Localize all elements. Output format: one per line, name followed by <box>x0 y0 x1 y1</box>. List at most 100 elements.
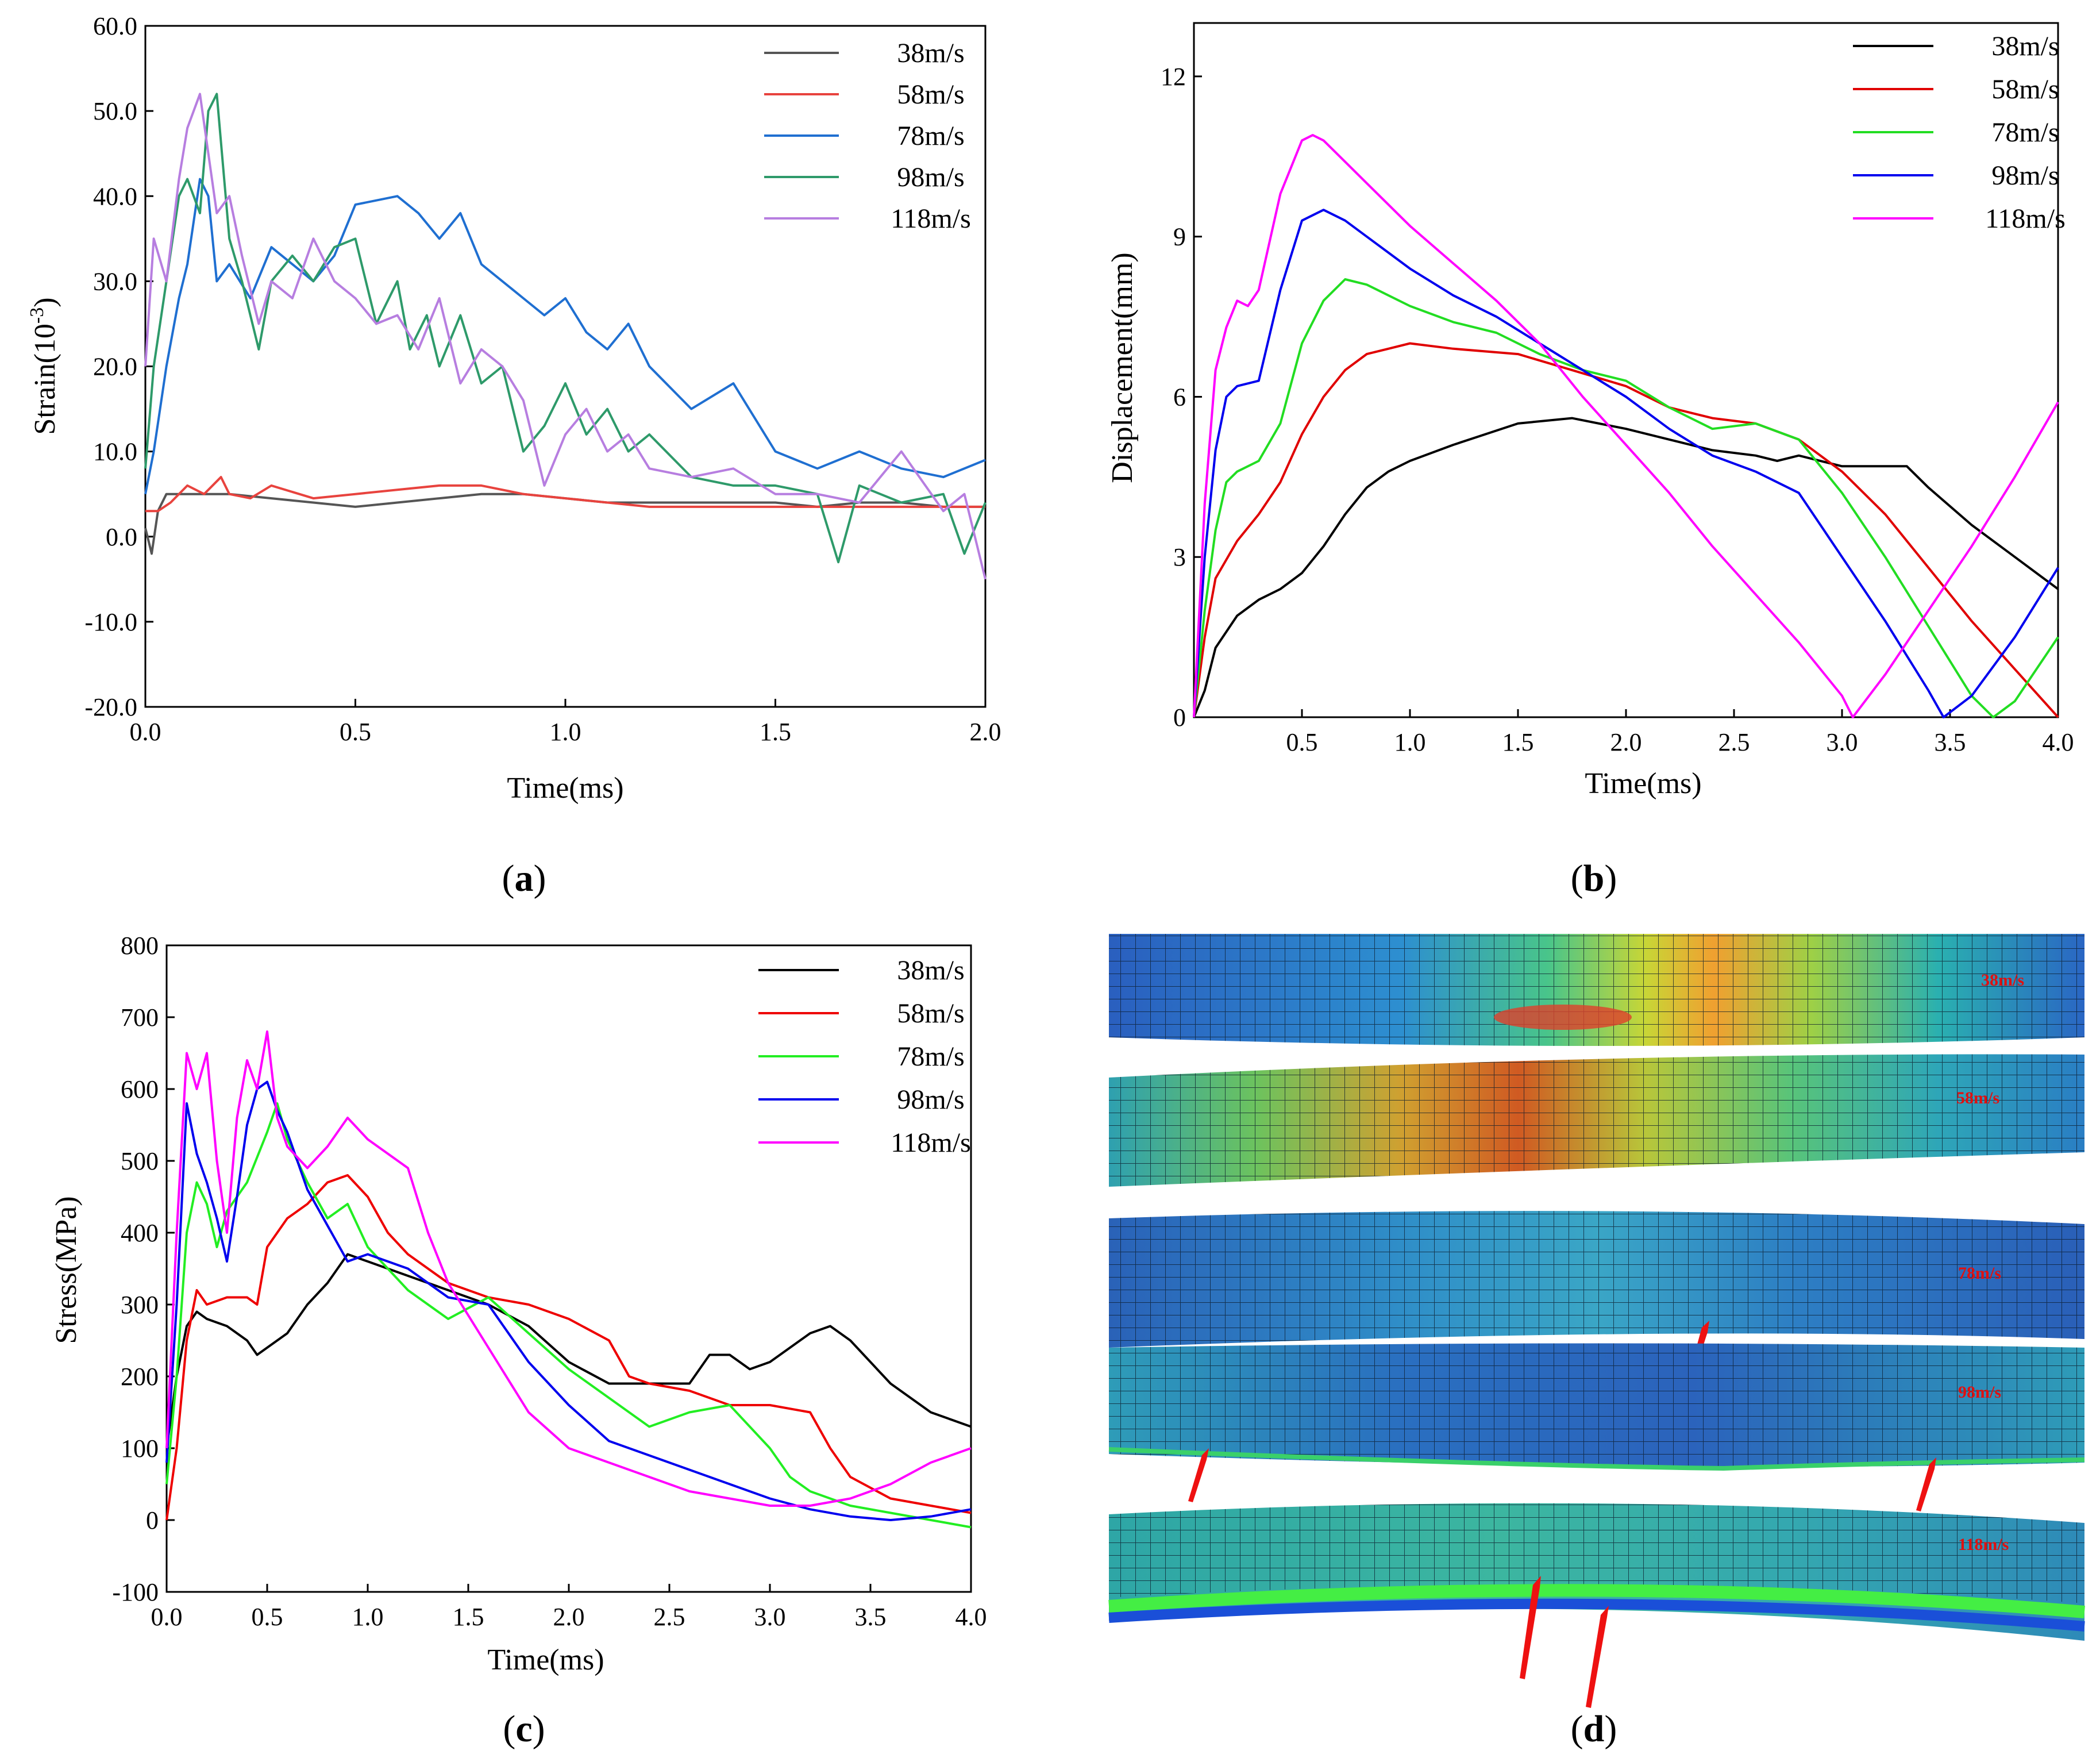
x-tick-label: 3.0 <box>754 1603 786 1631</box>
deformation-band-38: 38m/s <box>1109 934 2084 1046</box>
panel-b: 0 3 6 9 12 0.5 1.0 1.5 2.0 2.5 3.0 3.5 4.0 38m/s 58m… <box>1106 22 2074 899</box>
y-ticks: 0 3 6 9 12 <box>1161 63 1202 732</box>
x-tick-label: 1.5 <box>453 1603 484 1631</box>
panel-label-b: (b) <box>1571 857 1617 899</box>
legend: 38m/s 58m/s 78m/s 98m/s 118m/s <box>758 955 971 1158</box>
legend-label: 78m/s <box>897 121 964 151</box>
x-ticks: 0.5 1.0 1.5 2.0 2.5 3.0 3.5 4.0 <box>1286 709 2074 756</box>
legend-label: 58m/s <box>897 998 964 1029</box>
crack-arrow <box>1188 1448 1209 1502</box>
legend-label: 78m/s <box>1991 117 2059 148</box>
series-line-38m-per-s <box>165 1253 972 1449</box>
y-tick-label: 200 <box>121 1363 159 1391</box>
deformation-band-58: 58m/s <box>1109 1054 2084 1187</box>
x-tick-label: 4.0 <box>955 1603 987 1631</box>
series-line-38m-per-s <box>1193 417 2059 718</box>
crack-arrow <box>1520 1576 1541 1679</box>
y-tick-label: 50.0 <box>93 97 137 125</box>
series-line-118m-per-s <box>1193 134 2059 718</box>
x-tick-label: 2.0 <box>553 1603 585 1631</box>
y-tick-label: 6 <box>1173 383 1186 411</box>
plot-frame <box>1193 22 2059 718</box>
series-line-78m-per-s <box>1193 278 2059 718</box>
y-ticks: -100 0 100 200 300 400 500 600 700 800 <box>112 932 175 1606</box>
series-lines <box>144 93 987 580</box>
band-label: 118m/s <box>1958 1535 2009 1554</box>
panel-d: 38m/s 58m/s 78m/s 98m/s 118m/s <box>1108 934 2085 1750</box>
x-tick-label: 3.5 <box>855 1603 887 1631</box>
legend-label: 78m/s <box>897 1041 964 1072</box>
deformation-band-78: 78m/s <box>1109 1211 2084 1375</box>
panel-label-c: (c) <box>503 1708 545 1750</box>
x-tick-label: 3.5 <box>1935 728 1966 756</box>
x-tick-label: 0.5 <box>1286 728 1318 756</box>
series-line-98m-per-s <box>1193 209 2059 718</box>
series-line-78m-per-s <box>144 178 986 495</box>
y-axis-title: Stress(MPa) <box>50 1196 83 1344</box>
legend-label: 58m/s <box>1991 74 2059 105</box>
legend-label: 98m/s <box>1991 160 2059 191</box>
y-tick-label: -20.0 <box>84 693 137 721</box>
legend-label: 118m/s <box>1985 203 2066 234</box>
y-tick-label: 30.0 <box>93 267 137 295</box>
panel-label-a: (a) <box>502 857 546 899</box>
band-label: 98m/s <box>1958 1383 2001 1402</box>
y-tick-label: 12 <box>1161 63 1186 91</box>
x-tick-label: 3.0 <box>1827 728 1858 756</box>
y-axis-title: Strain(10-3) <box>26 297 61 434</box>
x-tick-label: 1.0 <box>1394 728 1426 756</box>
x-tick-label: 0.5 <box>252 1603 283 1631</box>
panel-label-d: (d) <box>1571 1708 1617 1750</box>
crack-arrow <box>1586 1606 1609 1708</box>
x-ticks: 0.0 0.5 1.0 1.5 2.0 <box>130 699 1001 746</box>
y-tick-label: 500 <box>121 1147 159 1175</box>
x-tick-label: 1.0 <box>550 718 581 746</box>
y-tick-label: 600 <box>121 1075 159 1103</box>
deformation-band-98: 98m/s <box>1108 1343 2085 1511</box>
x-axis-title: Time(ms) <box>1585 767 1701 800</box>
y-tick-label: 400 <box>121 1219 159 1247</box>
x-tick-label: 2.5 <box>1718 728 1750 756</box>
series-line-78m-per-s <box>165 1102 972 1529</box>
legend-label: 38m/s <box>1991 31 2059 61</box>
x-tick-label: 0.0 <box>130 718 161 746</box>
x-ticks: 0.0 0.5 1.0 1.5 2.0 2.5 3.0 3.5 4.0 <box>151 1584 987 1631</box>
crack-arrow <box>1916 1457 1936 1511</box>
x-tick-label: 0.0 <box>151 1603 183 1631</box>
y-tick-label: 700 <box>121 1003 159 1032</box>
x-tick-label: 0.5 <box>340 718 371 746</box>
y-tick-label: 40.0 <box>93 182 137 210</box>
x-tick-label: 2.0 <box>1610 728 1642 756</box>
deformation-band-118: 118m/s <box>1108 1503 2085 1708</box>
series-line-118m-per-s <box>165 1030 972 1507</box>
y-tick-label: 100 <box>121 1434 159 1463</box>
legend: 38m/s 58m/s 78m/s 98m/s 118m/s <box>764 38 971 234</box>
y-tick-label: 20.0 <box>93 353 137 381</box>
x-axis-title: Time(ms) <box>487 1644 604 1676</box>
legend-label: 38m/s <box>897 955 964 986</box>
x-tick-label: 2.0 <box>970 718 1001 746</box>
x-tick-label: 1.5 <box>1502 728 1534 756</box>
plot-frame <box>144 25 987 708</box>
series-line-58m-per-s <box>145 476 985 513</box>
panel-a: -20.0 -10.0 0.0 10.0 20.0 30.0 40.0 50.0 60.0 0.… <box>26 12 1001 899</box>
plot-frame <box>165 944 972 1593</box>
series-line-98m-per-s <box>165 1080 972 1521</box>
legend-label: 58m/s <box>897 79 964 110</box>
y-ticks: -20.0 -10.0 0.0 10.0 20.0 30.0 40.0 50.0 60.0 <box>84 12 153 721</box>
series-lines <box>1193 134 2059 718</box>
y-axis-title: Displacement(mm) <box>1106 252 1139 483</box>
y-tick-label: 300 <box>121 1291 159 1319</box>
y-tick-label: 0 <box>146 1506 159 1534</box>
x-tick-label: 4.0 <box>2043 728 2074 756</box>
y-tick-label: 800 <box>121 932 159 960</box>
y-tick-label: -100 <box>112 1578 159 1606</box>
y-tick-label: 9 <box>1173 223 1186 251</box>
series-line-58m-per-s <box>165 1174 972 1521</box>
y-tick-label: 60.0 <box>93 12 137 40</box>
band-label: 38m/s <box>1981 971 2024 990</box>
series-line-118m-per-s <box>144 93 987 580</box>
y-tick-label: 10.0 <box>93 438 137 466</box>
y-tick-label: 0.0 <box>106 523 137 551</box>
